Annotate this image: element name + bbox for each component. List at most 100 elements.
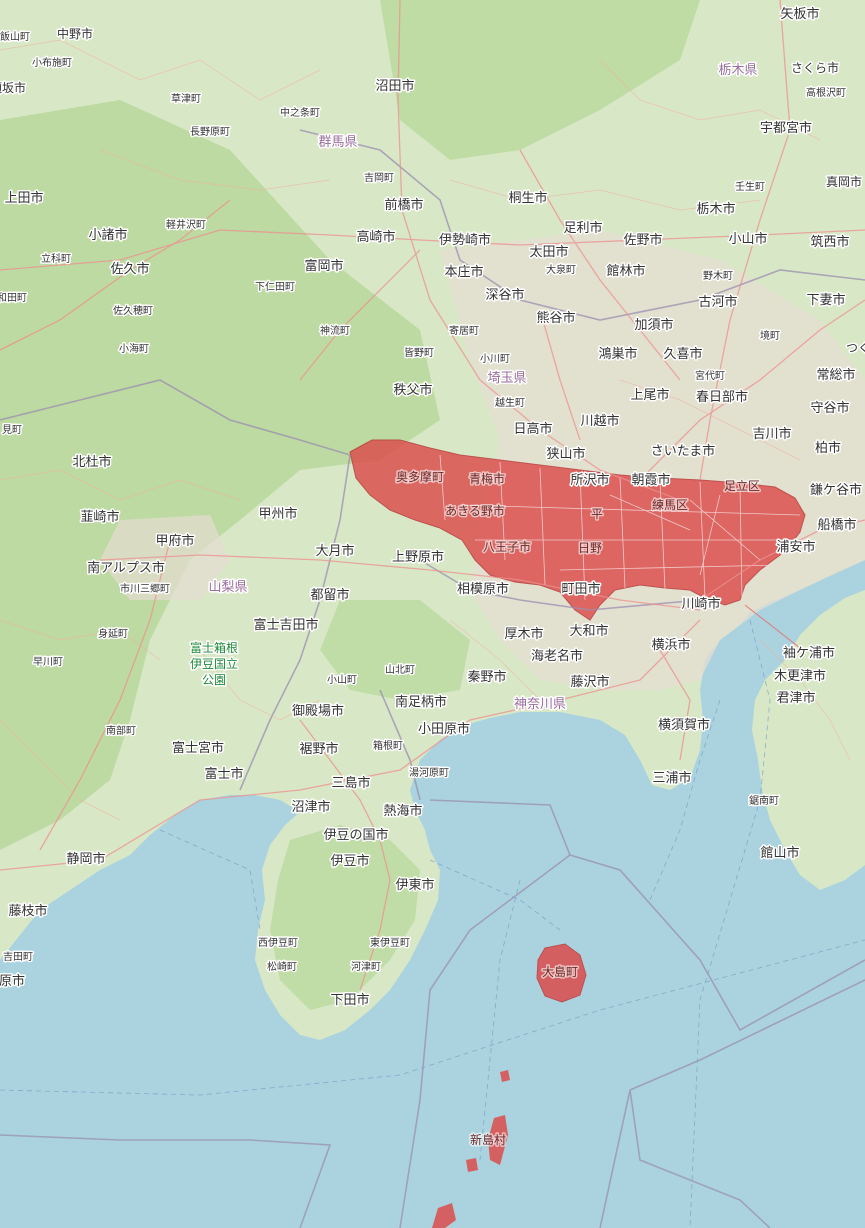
label-tomioka[interactable]: 富岡市 — [303, 257, 345, 276]
label-wada[interactable]: 和田町 — [0, 291, 29, 306]
label-yamakita[interactable]: 山北町 — [384, 663, 417, 678]
label-oshima[interactable]: 大島町 — [540, 963, 579, 981]
label-yugawara[interactable]: 湯河原町 — [408, 765, 451, 781]
label-funabashi[interactable]: 船橋市 — [816, 516, 858, 535]
label-komoro[interactable]: 小諸市 — [87, 226, 129, 245]
label-tsukubamirai[interactable]: つく — [844, 340, 865, 357]
label-fujisawa[interactable]: 藤沢市 — [569, 673, 611, 692]
label-honjo[interactable]: 本庄市 — [443, 263, 485, 282]
label-kashiwa[interactable]: 柏市 — [813, 439, 842, 458]
label-yamato[interactable]: 大和市 — [568, 622, 610, 641]
label-ito[interactable]: 伊東市 — [394, 876, 436, 895]
label-sano[interactable]: 佐野市 — [622, 231, 664, 250]
label-fukaya[interactable]: 深谷市 — [484, 286, 526, 305]
label-ota[interactable]: 太田市 — [528, 243, 570, 262]
island-kozushima[interactable] — [432, 1203, 456, 1228]
label-asaka[interactable]: 朝霞市 — [630, 471, 672, 490]
label-kamagaya[interactable]: 鎌ケ谷市 — [808, 481, 863, 500]
label-saku[interactable]: 佐久市 — [109, 260, 151, 279]
island-shikinejima[interactable] — [466, 1158, 478, 1172]
label-nishiizu[interactable]: 西伊豆町 — [257, 936, 300, 951]
label-matsuzaki[interactable]: 松崎町 — [266, 959, 299, 975]
label-hayakawa[interactable]: 早川町 — [32, 655, 65, 670]
label-naganohara[interactable]: 長野原町 — [189, 125, 232, 140]
label-niijima[interactable]: 新島村 — [468, 1131, 507, 1149]
label-yamanashi-pref[interactable]: 山梨県 — [207, 579, 249, 597]
label-kawagoe[interactable]: 川越市 — [579, 412, 621, 431]
label-minamialps[interactable]: 南アルプス市 — [86, 559, 167, 578]
label-okutama[interactable]: 奥多摩町 — [394, 468, 445, 486]
label-fujieda[interactable]: 藤枝市 — [7, 902, 49, 921]
island-niijima[interactable] — [488, 1115, 508, 1165]
label-nogi[interactable]: 野木町 — [702, 269, 735, 284]
label-tokorozawa[interactable]: 所沢市 — [569, 471, 611, 490]
label-ogose[interactable]: 越生町 — [494, 395, 527, 411]
label-kasukabe[interactable]: 春日部市 — [694, 388, 749, 407]
label-mibu[interactable]: 壬生町 — [734, 179, 767, 195]
label-ome[interactable]: 青梅市 — [467, 470, 506, 488]
label-fujinomiya[interactable]: 富士宮市 — [170, 739, 225, 758]
label-fuji[interactable]: 富士市 — [203, 765, 245, 784]
label-takasaki[interactable]: 高崎市 — [355, 228, 397, 247]
label-moka[interactable]: 真岡市 — [824, 173, 863, 191]
label-saitama[interactable]: さいたま市 — [649, 442, 717, 461]
label-miura[interactable]: 三浦市 — [651, 769, 693, 788]
label-kusatsu[interactable]: 草津町 — [170, 92, 203, 107]
label-tateshina[interactable]: 立科町 — [40, 251, 73, 267]
label-nakano[interactable]: 中野市 — [55, 25, 94, 43]
label-yoshida[interactable]: 吉田町 — [2, 950, 35, 965]
label-oyama-town[interactable]: 小山町 — [326, 673, 359, 688]
label-kawazu[interactable]: 河津町 — [350, 960, 383, 975]
label-shimonita[interactable]: 下仁田町 — [254, 280, 297, 295]
label-otsuki[interactable]: 大月市 — [314, 542, 356, 561]
label-tochigi[interactable]: 栃木市 — [695, 200, 737, 219]
label-kyonan[interactable]: 鋸南町 — [748, 793, 781, 809]
label-park-3[interactable]: 公園 — [200, 672, 227, 689]
label-hokuto[interactable]: 北杜市 — [71, 453, 113, 472]
label-sodegaura[interactable]: 袖ケ浦市 — [781, 644, 836, 663]
label-isesaki[interactable]: 伊勢崎市 — [437, 231, 492, 250]
label-minobu[interactable]: 身延町 — [97, 626, 130, 642]
label-yaita[interactable]: 矢板市 — [779, 5, 821, 24]
label-konosu[interactable]: 鴻巣市 — [597, 345, 639, 364]
label-saitama-pref[interactable]: 埼玉県 — [486, 370, 528, 388]
label-nerima[interactable]: 練馬区 — [650, 497, 689, 514]
label-machida[interactable]: 町田市 — [560, 580, 602, 599]
label-chikusei[interactable]: 筑西市 — [809, 233, 851, 252]
label-kumagaya[interactable]: 熊谷市 — [535, 309, 577, 328]
label-higashiizu[interactable]: 東伊豆町 — [369, 935, 412, 951]
label-ebina[interactable]: 海老名市 — [529, 647, 584, 666]
label-atsugi[interactable]: 厚木市 — [503, 625, 545, 644]
tokyo-region[interactable] — [349, 439, 806, 621]
label-tochigi-pref[interactable]: 栃木県 — [717, 62, 759, 80]
label-shizuoka[interactable]: 静岡市 — [65, 850, 107, 869]
label-ueda[interactable]: 上田市 — [3, 189, 45, 208]
label-yokosuka[interactable]: 横須賀市 — [656, 716, 711, 735]
label-sayama[interactable]: 狭山市 — [545, 445, 587, 464]
label-izu[interactable]: 伊豆市 — [329, 852, 371, 871]
label-takanezawa[interactable]: 高根沢町 — [805, 85, 848, 101]
label-fujiyoshida[interactable]: 富士吉田市 — [252, 616, 320, 635]
label-park-1[interactable]: 富士箱根 — [188, 639, 239, 657]
label-kamikawa[interactable]: 神流町 — [319, 323, 352, 339]
label-oizumi[interactable]: 大泉町 — [545, 262, 578, 278]
label-obuse[interactable]: 小布施町 — [31, 55, 74, 71]
label-karuizawa[interactable]: 軽井沢町 — [165, 217, 208, 233]
label-nanbu[interactable]: 南部町 — [105, 723, 138, 739]
label-kazo[interactable]: 加須市 — [633, 316, 675, 335]
label-suzaka[interactable]: 須坂市 — [0, 79, 28, 97]
label-shimotsuma[interactable]: 下妻市 — [805, 291, 847, 310]
island-toshima[interactable] — [500, 1070, 510, 1082]
label-izunokuni[interactable]: 伊豆の国市 — [322, 826, 390, 845]
label-tatebayashi[interactable]: 館林市 — [605, 262, 647, 281]
label-sagamihara[interactable]: 相模原市 — [455, 580, 510, 599]
label-koga[interactable]: 古河市 — [697, 293, 739, 312]
label-hachioji[interactable]: 八王子市 — [481, 538, 532, 556]
label-kofu[interactable]: 甲府市 — [154, 532, 196, 551]
label-oyama[interactable]: 小山市 — [727, 230, 769, 249]
label-numata[interactable]: 沼田市 — [374, 77, 416, 96]
label-koshu[interactable]: 甲州市 — [257, 505, 299, 524]
label-joso[interactable]: 常総市 — [815, 366, 857, 385]
label-sakai[interactable]: 境町 — [759, 328, 782, 344]
